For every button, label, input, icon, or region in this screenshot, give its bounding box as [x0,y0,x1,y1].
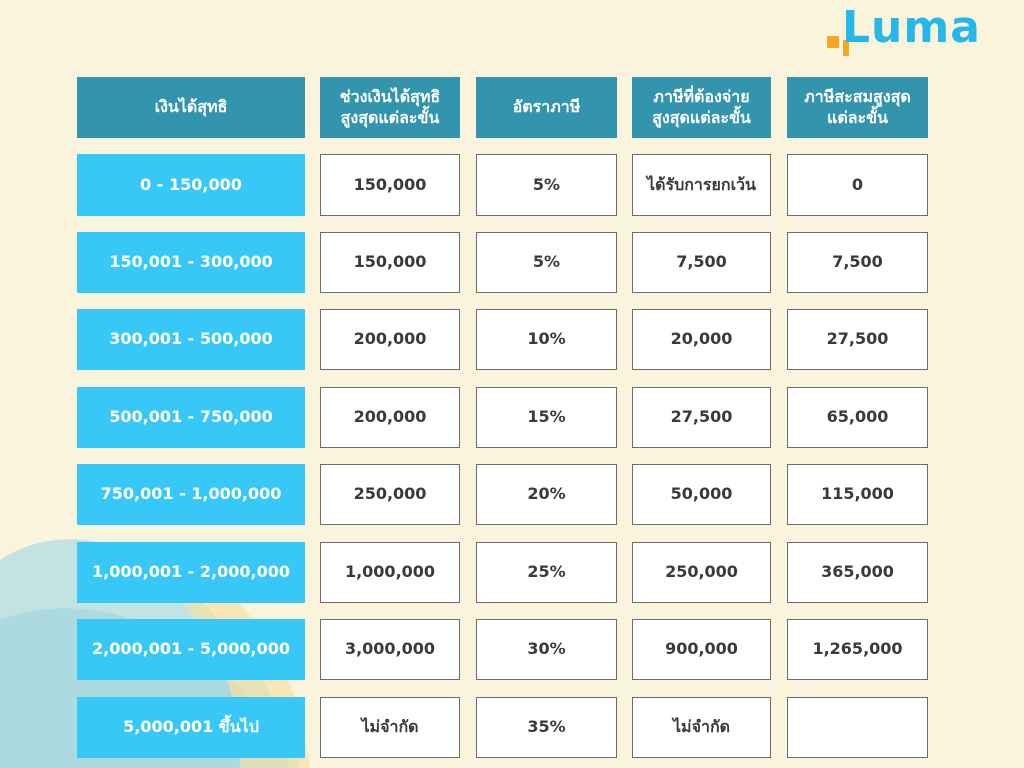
tax-payable-cell: ได้รับการยกเว้น [632,154,771,216]
bracket-range-cell: 150,000 [320,154,460,216]
tax-rate-cell: 15% [476,387,617,448]
bracket-range-cell: 200,000 [320,387,460,448]
tax-payable-cell: 900,000 [632,619,771,680]
cumulative-tax-cell [787,697,928,758]
header-bracket-range: ช่วงเงินได้สุทธิ สูงสุดแต่ละขั้น [320,77,460,138]
cumulative-tax-cell: 7,500 [787,232,928,293]
tax-payable-cell: ไม่จำกัด [632,697,771,758]
income-cell: 500,001 - 750,000 [77,387,305,448]
tax-payable-cell: 250,000 [632,542,771,603]
bracket-range-cell: 250,000 [320,464,460,525]
cumulative-tax-cell: 65,000 [787,387,928,448]
bracket-range-cell: 3,000,000 [320,619,460,680]
bracket-range-cell: 200,000 [320,309,460,370]
tax-payable-cell: 50,000 [632,464,771,525]
tax-rate-cell: 20% [476,464,617,525]
income-cell: 2,000,001 - 5,000,000 [77,619,305,680]
tax-rate-cell: 5% [476,154,617,216]
header-cumulative-tax: ภาษีสะสมสูงสุด แต่ละขั้น [787,77,928,138]
tax-rate-cell: 10% [476,309,617,370]
income-cell: 5,000,001 ขึ้นไป [77,697,305,758]
logo-dot-icon [827,36,839,48]
tax-rate-cell: 35% [476,697,617,758]
cumulative-tax-cell: 115,000 [787,464,928,525]
cumulative-tax-cell: 1,265,000 [787,619,928,680]
tax-rate-cell: 5% [476,232,617,293]
tax-rate-cell: 30% [476,619,617,680]
luma-logo: Luma [824,2,1004,56]
logo-bar-icon [843,40,849,56]
income-cell: 300,001 - 500,000 [77,309,305,370]
logo-text: Luma [842,2,981,53]
header-tax-rate: อัตราภาษี [476,77,617,138]
bracket-range-cell: 150,000 [320,232,460,293]
income-cell: 750,001 - 1,000,000 [77,464,305,525]
tax-rate-cell: 25% [476,542,617,603]
tax-payable-cell: 7,500 [632,232,771,293]
cumulative-tax-cell: 27,500 [787,309,928,370]
income-cell: 150,001 - 300,000 [77,232,305,293]
income-cell: 1,000,001 - 2,000,000 [77,542,305,603]
tax-payable-cell: 27,500 [632,387,771,448]
header-net-income: เงินได้สุทธิ [77,77,305,138]
cumulative-tax-cell: 365,000 [787,542,928,603]
header-tax-payable: ภาษีที่ต้องจ่าย สูงสุดแต่ละขั้น [632,77,771,138]
cumulative-tax-cell: 0 [787,154,928,216]
bracket-range-cell: ไม่จำกัด [320,697,460,758]
bracket-range-cell: 1,000,000 [320,542,460,603]
tax-payable-cell: 20,000 [632,309,771,370]
income-cell: 0 - 150,000 [77,154,305,216]
